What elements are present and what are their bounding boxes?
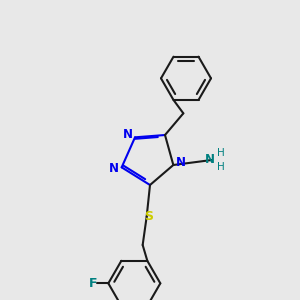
Text: H: H bbox=[217, 162, 225, 172]
Text: F: F bbox=[88, 277, 97, 290]
Text: S: S bbox=[144, 210, 153, 223]
Text: N: N bbox=[123, 128, 133, 141]
Text: N: N bbox=[109, 163, 119, 176]
Text: H: H bbox=[217, 148, 225, 158]
Text: N: N bbox=[176, 156, 186, 169]
Text: N: N bbox=[205, 153, 215, 166]
